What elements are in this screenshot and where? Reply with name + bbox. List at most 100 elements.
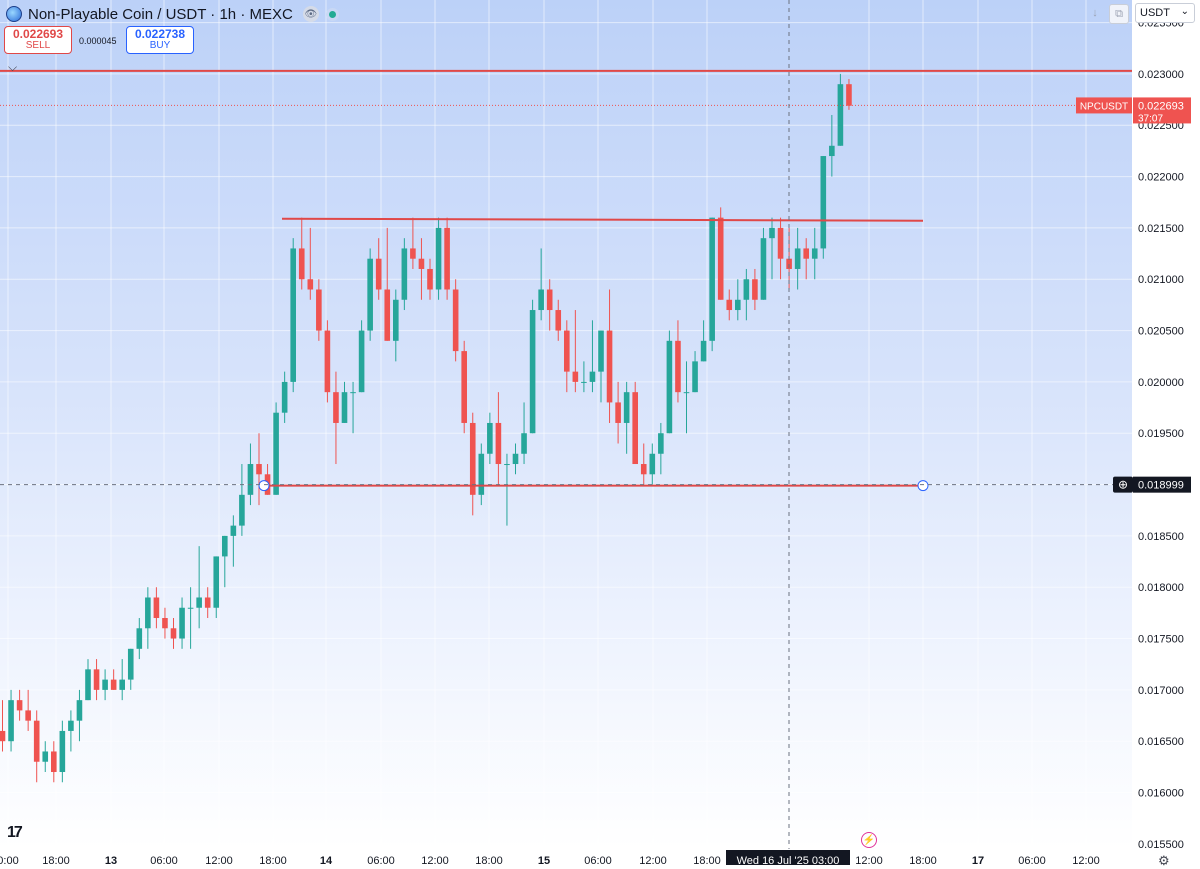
add-alert-button: [1113, 476, 1133, 493]
chart-background[interactable]: [0, 0, 1132, 849]
candle-body: [187, 607, 194, 609]
chart-title[interactable]: Non-Playable Coin / USDT · 1h · MEXC: [28, 5, 293, 23]
candle-body: [435, 227, 442, 290]
candle-body: [504, 464, 510, 466]
candle-body: [811, 248, 818, 259]
candle-body: [769, 227, 775, 239]
candle: [760, 227, 767, 300]
candle: [803, 238, 809, 280]
plus-icon: ⊕: [1118, 478, 1128, 492]
sell-button[interactable]: 0.022693 SELL: [4, 26, 72, 54]
y-tick-label: 0.017500: [1138, 634, 1184, 646]
y-tick-label: 0.023000: [1138, 69, 1184, 81]
candle: [59, 720, 66, 783]
candle: [102, 669, 108, 701]
candle: [487, 412, 493, 465]
candle-body: [666, 340, 673, 434]
candle: [76, 689, 83, 742]
candle-body: [136, 628, 143, 649]
candle: [572, 310, 579, 393]
y-tick-label: 0.021000: [1138, 274, 1184, 286]
candle-body: [709, 217, 715, 341]
horizontal-lines[interactable]: [0, 69, 1132, 492]
candle-body: [25, 710, 31, 721]
candle: [427, 258, 433, 300]
chevron-down-icon[interactable]: ⌵: [8, 60, 18, 74]
price-axis-bg: [1132, 0, 1200, 865]
candle: [153, 587, 160, 629]
x-tick-label: 06:00: [584, 855, 612, 865]
candle-body: [316, 289, 322, 331]
candle: [281, 371, 288, 423]
candle: [769, 217, 775, 280]
candle-body: [350, 392, 356, 394]
candle: [461, 340, 467, 434]
sell-label: SELL: [25, 40, 51, 52]
candle: [444, 217, 450, 300]
price-axis[interactable]: 0.0235000.0230000.0225000.0220000.021500…: [1132, 0, 1200, 865]
candle-body: [469, 422, 476, 495]
candle-body: [487, 422, 493, 454]
x-tick-label: 18:00: [693, 855, 721, 865]
y-tick-label: 0.018000: [1138, 582, 1184, 594]
x-tick-label: 17: [972, 855, 984, 865]
candle-body: [803, 248, 809, 259]
candle: [145, 587, 151, 649]
candle-body: [16, 700, 23, 711]
eye-icon[interactable]: 👁: [302, 6, 319, 22]
candle-body: [239, 494, 245, 526]
x-tick-label: 18:00: [909, 855, 937, 865]
candle-body: [735, 299, 741, 311]
candle: [42, 741, 49, 773]
candle-body: [401, 248, 408, 300]
candle: [606, 289, 613, 423]
currency-select[interactable]: USDT ⌄: [1135, 3, 1195, 23]
candle-body: [760, 238, 767, 300]
lightning-icon[interactable]: ⚡: [861, 832, 877, 848]
gear-icon[interactable]: ⚙: [1158, 853, 1170, 868]
candle: [239, 464, 245, 536]
currency-value: USDT: [1140, 7, 1170, 19]
tradingview-logo[interactable]: 17: [7, 824, 23, 841]
candle: [410, 217, 416, 269]
coin-logo-icon: [6, 6, 22, 22]
candle-body: [51, 751, 57, 773]
screenshot-icon[interactable]: ⧉: [1109, 4, 1129, 24]
crosshair-time-text: Wed 16 Jul '25 03:00: [737, 855, 840, 865]
buy-button[interactable]: 0.022738 BUY: [126, 26, 194, 54]
candle: [777, 217, 784, 280]
candle: [846, 79, 852, 110]
candle: [649, 443, 656, 485]
time-axis[interactable]: 0:00 18:00 13 06:00 12:00 18:00 14 06:00 12:00 18…: [0, 849, 1132, 865]
candle: [581, 361, 587, 393]
candle-body: [247, 464, 254, 495]
candle: [529, 299, 536, 434]
candle-body: [649, 453, 656, 475]
candle: [794, 227, 801, 290]
candle-body: [623, 392, 630, 423]
candle: [230, 515, 237, 567]
candle-body: [127, 648, 134, 680]
candle: [546, 279, 553, 331]
candle-body: [290, 248, 296, 382]
x-tick-label: 18:00: [475, 855, 503, 865]
x-tick-label: 12:00: [639, 855, 667, 865]
candle-body: [213, 556, 220, 608]
candle: [512, 443, 519, 475]
candle: [85, 659, 91, 701]
candle-body: [367, 258, 373, 331]
candle: [837, 73, 844, 146]
countdown-text: 37:07: [1138, 113, 1163, 124]
candle-body: [418, 258, 425, 269]
candles: [0, 73, 852, 783]
candle: [179, 597, 185, 649]
arrow-down-icon[interactable]: ↓: [1092, 7, 1098, 19]
y-tick-label: 0.021500: [1138, 223, 1184, 235]
candle-body: [717, 217, 724, 300]
candle: [350, 381, 356, 434]
candle: [16, 689, 23, 721]
candle: [127, 648, 134, 690]
candle-body: [581, 381, 587, 383]
candle: [316, 279, 322, 341]
